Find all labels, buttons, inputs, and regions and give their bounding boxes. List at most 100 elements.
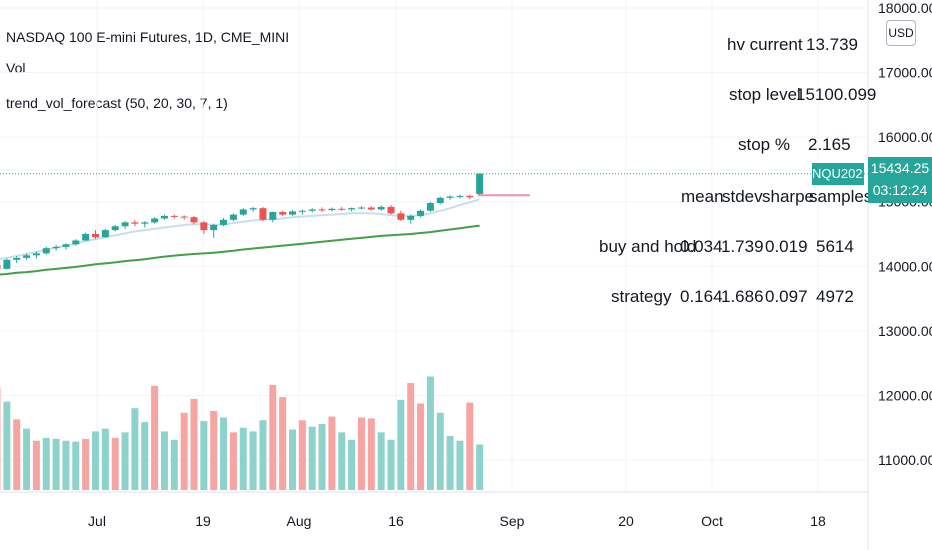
header-sharpe: sharpe [762,187,814,206]
time-tick-label: 19 [195,513,211,529]
candle-body [160,215,168,219]
grid-lines [0,0,868,492]
volume-bar [259,420,267,490]
currency-button[interactable]: USD [886,20,916,46]
last-price-value: 15434.25 [870,160,930,176]
row-label: strategy [611,287,672,306]
hv-current-value: 13.739 [806,35,858,54]
volume-bar [220,417,228,490]
volume-bars [0,376,484,490]
candlesticks [0,173,484,270]
row-mean: 0.164 [680,287,723,306]
volume-bar [239,427,247,490]
header-stdev: stdev [722,187,763,206]
candle-body [397,213,405,220]
candle-body [210,224,218,231]
candle-body [180,216,188,218]
volume-bar [446,436,454,490]
candle-body [328,208,336,211]
volume-bar [141,422,149,490]
row-stdev: 1.686 [721,287,764,306]
row-sharpe: 0.097 [765,287,808,306]
volume-bar [190,398,198,490]
volume-bar [298,420,306,490]
candle-body [111,226,119,231]
price-axis[interactable]: 18000.0017000.0016000.0015000.0014000.00… [878,0,932,468]
slow-moving-average-line [0,224,480,276]
volume-bar [279,397,287,490]
volume-bar [397,399,405,490]
volume-bar [3,401,11,490]
volume-bar [269,384,277,490]
candle-body [476,173,484,194]
volume-bar [210,410,218,490]
volume-bar [131,408,139,490]
candle-body [32,253,40,256]
candle-body [72,240,80,245]
row-stdev: 1.739 [721,237,764,256]
time-axis[interactable]: Jul 19 Aug 16 Sep 20 Oct 18 [88,513,826,529]
volume-indicator-label[interactable]: Vol [6,60,26,76]
candle-body [387,206,395,214]
price-tick-label: 17000.00 [878,65,932,81]
candle-body [377,206,385,210]
candle-body [121,222,129,227]
candle-body [259,208,267,220]
candle-body [82,234,90,241]
candle-body [426,203,434,211]
candle-body [0,264,1,269]
candle-body [52,246,60,249]
candle-body [141,222,149,224]
volume-bar [23,428,31,490]
volume-bar [367,418,375,490]
candle-body [13,257,21,260]
volume-bar [13,419,21,490]
symbol-tag: NQU2021 [812,163,870,185]
candle-body [456,195,464,197]
candle-body [249,208,257,210]
candle-body [42,248,50,254]
volume-bar [32,440,40,490]
candle-body [407,215,415,220]
candle-body [367,207,375,210]
candle-body [92,234,99,238]
price-tick-label: 14000.00 [878,258,932,274]
volume-bar [476,444,484,490]
time-tick-label: 18 [810,513,826,529]
time-tick-label: Jul [88,513,106,529]
candle-body [308,209,316,211]
row-mean: 0.034 [680,237,723,256]
candle-body [289,211,296,215]
volume-bar [121,432,129,490]
volume-bar [0,387,1,490]
stop-percent-label: stop % [738,135,790,154]
candle-body [269,212,277,220]
price-tick-label: 18000.00 [878,0,932,16]
stop-level-label: stop level [729,85,801,104]
header-samples: samples [809,187,873,206]
last-price-tag[interactable]: 15434.25 03:12:24 [868,157,932,203]
trend-vol-forecast-label[interactable]: trend_vol_forecast (50, 20, 30, 7, 1) [6,95,228,111]
volume-bar [160,431,168,490]
volume-bar [180,412,188,490]
volume-bar [200,421,208,490]
volume-bar [436,412,444,490]
volume-bar [42,437,50,490]
candle-body [62,244,70,247]
hv-current-label: hv current [727,35,803,54]
volume-bar [387,439,395,490]
row-label: buy and hold [599,237,697,256]
volume-bar [377,432,385,490]
chart-title: NASDAQ 100 E-mini Futures, 1D, CME_MINI [6,29,290,45]
candle-body [348,208,356,210]
volume-bar [72,441,80,490]
volume-bar [62,440,70,490]
time-tick-label: Aug [287,513,312,529]
volume-bar [111,437,119,490]
candle-body [357,207,365,209]
volume-bar [426,376,434,490]
volume-bar [92,431,99,490]
stop-percent-value: 2.165 [808,135,851,154]
price-tick-label: 11000.00 [878,452,932,468]
